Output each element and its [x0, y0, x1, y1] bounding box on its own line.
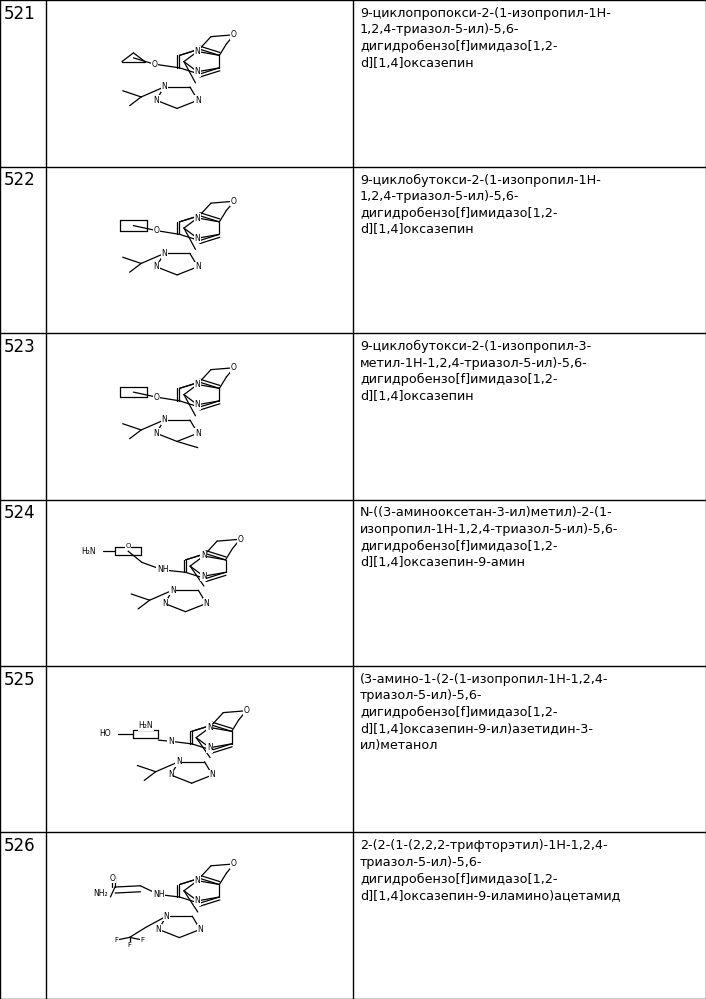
Text: 525: 525 — [4, 671, 35, 689]
Text: N: N — [195, 214, 201, 223]
Text: O: O — [244, 706, 249, 715]
Text: NH: NH — [157, 565, 168, 574]
Text: 2-(2-(1-(2,2,2-трифторэтил)-1Н-1,2,4-
триазол-5-ил)-5,6-
дигидробензо[f]имидазо[: 2-(2-(1-(2,2,2-трифторэтил)-1Н-1,2,4- тр… — [360, 839, 621, 902]
Text: N: N — [195, 401, 201, 410]
Text: NH: NH — [153, 890, 164, 899]
Text: N: N — [207, 723, 213, 732]
Text: 522: 522 — [4, 172, 35, 190]
Text: HO: HO — [100, 729, 111, 738]
Text: N: N — [162, 599, 167, 608]
Text: F: F — [128, 942, 131, 948]
Text: N: N — [176, 757, 181, 766]
Text: O: O — [231, 859, 237, 868]
Text: N: N — [201, 551, 207, 560]
Text: N: N — [161, 83, 167, 92]
Text: N: N — [168, 737, 174, 746]
Text: F: F — [140, 937, 145, 943]
Text: N: N — [195, 234, 201, 243]
Text: O: O — [153, 393, 160, 402]
Text: N: N — [197, 925, 203, 934]
Text: N: N — [195, 876, 201, 885]
Text: N: N — [195, 380, 201, 389]
Text: O: O — [231, 197, 237, 206]
Text: N: N — [195, 67, 201, 76]
Text: O: O — [109, 874, 116, 883]
Text: H₂N: H₂N — [81, 546, 96, 555]
Text: N: N — [195, 47, 201, 56]
Text: 524: 524 — [4, 504, 35, 522]
Text: N: N — [169, 585, 176, 594]
Text: NH₂: NH₂ — [93, 889, 108, 898]
Text: 9-циклобутокси-2-(1-изопропил-3-
метил-1Н-1,2,4-триазол-5-ил)-5,6-
дигидробензо[: 9-циклобутокси-2-(1-изопропил-3- метил-1… — [360, 340, 592, 403]
Text: N: N — [161, 249, 167, 258]
Text: F: F — [115, 937, 119, 943]
Text: 9-циклопропокси-2-(1-изопропил-1Н-
1,2,4-триазол-5-ил)-5,6-
дигидробензо[f]имида: 9-циклопропокси-2-(1-изопропил-1Н- 1,2,4… — [360, 7, 611, 70]
Text: N: N — [201, 571, 207, 580]
Text: 521: 521 — [4, 5, 35, 23]
Text: N: N — [164, 912, 169, 921]
Text: (3-амино-1-(2-(1-изопропил-1Н-1,2,4-
триазол-5-ил)-5,6-
дигидробензо[f]имидазо[1: (3-амино-1-(2-(1-изопропил-1Н-1,2,4- три… — [360, 673, 609, 752]
Text: N: N — [155, 925, 162, 934]
Text: N: N — [195, 262, 201, 272]
Text: 523: 523 — [4, 338, 35, 356]
Text: N: N — [168, 770, 174, 779]
Text: H₂N: H₂N — [138, 721, 153, 730]
Text: N: N — [203, 599, 209, 608]
Text: N: N — [207, 743, 213, 752]
Text: O: O — [126, 542, 131, 548]
Text: N: N — [195, 96, 201, 105]
Text: N: N — [153, 96, 159, 105]
Text: N: N — [153, 429, 159, 438]
Text: N: N — [153, 262, 159, 272]
Text: N: N — [161, 416, 167, 425]
Text: N: N — [195, 896, 201, 905]
Text: N-((3-аминооксетан-3-ил)метил)-2-(1-
изопропил-1Н-1,2,4-триазол-5-ил)-5,6-
дигид: N-((3-аминооксетан-3-ил)метил)-2-(1- изо… — [360, 506, 618, 569]
Text: O: O — [231, 364, 237, 373]
Text: N: N — [210, 770, 215, 779]
Text: N: N — [195, 429, 201, 438]
Text: 9-циклобутокси-2-(1-изопропил-1Н-
1,2,4-триазол-5-ил)-5,6-
дигидробензо[f]имидаз: 9-циклобутокси-2-(1-изопропил-1Н- 1,2,4-… — [360, 174, 601, 236]
Text: O: O — [237, 534, 243, 543]
Text: O: O — [153, 226, 160, 235]
Text: 526: 526 — [4, 837, 35, 855]
Text: O: O — [151, 60, 157, 69]
Text: O: O — [231, 30, 237, 39]
